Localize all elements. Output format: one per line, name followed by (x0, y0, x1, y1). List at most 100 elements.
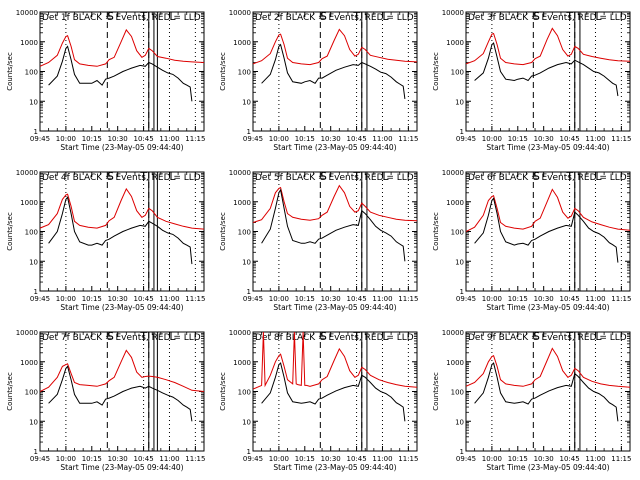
x-tick-label: 11:00 (585, 135, 605, 143)
y-tick-label: 10 (455, 258, 464, 266)
marker-letter: S (533, 170, 540, 183)
x-tick-label: 10:15 (295, 135, 315, 143)
y-tick-label: 10000 (229, 169, 251, 177)
x-axis-label: Start Time (23-May-05 09:44:40) (60, 463, 183, 472)
y-tick-label: 10 (242, 258, 251, 266)
x-tick-label: 09:45 (456, 455, 476, 463)
x-tick-label: 11:15 (185, 455, 205, 463)
x-tick-label: 10:45 (559, 135, 579, 143)
detector-panel: Det 2f BLACK = Events, RED = LLD 1 10 100 10… (219, 9, 418, 152)
marker-letter: L (382, 330, 389, 343)
x-tick-label: 10:45 (133, 135, 153, 143)
x-tick-label: 10:15 (295, 455, 315, 463)
x-tick-label: 11:00 (159, 135, 179, 143)
y-tick-label: 10000 (16, 329, 38, 337)
x-tick-label: 10:15 (295, 295, 315, 303)
x-axis-label: Start Time (23-May-05 09:44:40) (60, 303, 183, 312)
x-tick-label: 10:45 (133, 295, 153, 303)
panel-title: Det 7f BLACK = Events, RED = LLD (42, 333, 201, 343)
y-tick-label: 10000 (229, 329, 251, 337)
x-tick-label: 11:15 (185, 295, 205, 303)
panel-title: Det 6f BLACK = Events, RED = LLD (468, 173, 627, 183)
events-series-line (474, 197, 619, 263)
x-tick-label: 11:00 (159, 455, 179, 463)
detector-panel: Det 8f BLACK = Events, RED = LLD 1 10 100 10… (219, 329, 418, 472)
x-axis-label: Start Time (23-May-05 09:44:40) (273, 143, 396, 152)
y-tick-label: 10 (29, 258, 38, 266)
y-tick-label: 100 (238, 389, 251, 397)
x-tick-label: 10:00 (56, 135, 76, 143)
x-tick-label: 10:30 (534, 455, 554, 463)
x-tick-label: 11:15 (611, 295, 631, 303)
marker-letter: L (169, 170, 176, 183)
x-tick-label: 10:30 (321, 135, 341, 143)
events-series-line (48, 196, 193, 265)
marker-letter: S (533, 10, 540, 23)
y-axis-label: Counts/sec (219, 372, 227, 411)
y-tick-label: 10000 (442, 329, 464, 337)
x-tick-label: 11:15 (611, 135, 631, 143)
lld-series-line (253, 184, 417, 223)
y-tick-label: 10000 (229, 9, 251, 17)
x-tick-label: 09:45 (243, 135, 263, 143)
y-tick-label: 1 (34, 128, 38, 136)
y-tick-label: 10000 (442, 169, 464, 177)
y-tick-label: 10000 (442, 9, 464, 17)
y-tick-label: 100 (25, 69, 38, 77)
marker-letter: T (352, 170, 360, 183)
x-tick-label: 10:30 (108, 295, 128, 303)
panel-title: Det 3f BLACK = Events, RED = LLD (468, 13, 627, 23)
x-tick-label: 11:00 (159, 295, 179, 303)
y-tick-label: 1 (247, 288, 251, 296)
x-tick-label: 10:45 (346, 455, 366, 463)
x-tick-label: 10:15 (508, 295, 528, 303)
y-tick-label: 100 (451, 229, 464, 237)
marker-letter: S (533, 330, 540, 343)
y-tick-label: 10 (242, 98, 251, 106)
y-tick-label: 1 (460, 288, 464, 296)
x-tick-label: 11:15 (611, 455, 631, 463)
marker-letter: L (382, 170, 389, 183)
x-tick-label: 11:00 (372, 455, 392, 463)
x-axis-label: Start Time (23-May-05 09:44:40) (486, 303, 609, 312)
x-tick-label: 10:00 (482, 295, 502, 303)
x-tick-label: 11:15 (398, 135, 418, 143)
y-tick-label: 1000 (233, 39, 251, 47)
y-tick-label: 100 (238, 69, 251, 77)
x-tick-label: 09:45 (30, 295, 50, 303)
x-tick-label: 09:45 (456, 295, 476, 303)
x-tick-label: 10:15 (82, 135, 102, 143)
y-tick-label: 10 (455, 418, 464, 426)
y-axis-label: Counts/sec (6, 372, 14, 411)
marker-letter: T (565, 10, 573, 23)
x-tick-label: 10:30 (534, 295, 554, 303)
x-tick-label: 10:15 (82, 295, 102, 303)
y-tick-label: 100 (25, 229, 38, 237)
events-series-line (474, 362, 619, 422)
x-tick-label: 10:45 (559, 295, 579, 303)
y-tick-label: 1 (460, 128, 464, 136)
y-axis-label: Counts/sec (6, 212, 14, 251)
x-tick-label: 11:15 (185, 135, 205, 143)
x-tick-label: 10:45 (559, 455, 579, 463)
x-tick-label: 10:45 (346, 295, 366, 303)
marker-letter: L (595, 10, 602, 23)
x-tick-label: 11:00 (585, 295, 605, 303)
detector-panel: Det 4f BLACK = Events, RED = LLD 1 10 100 10… (6, 169, 205, 312)
y-tick-label: 100 (25, 389, 38, 397)
x-tick-label: 10:15 (508, 455, 528, 463)
y-tick-label: 10 (242, 418, 251, 426)
lld-series-line (253, 28, 417, 66)
events-series-line (261, 43, 406, 99)
lld-series-line (466, 347, 630, 388)
y-tick-label: 1000 (20, 39, 38, 47)
lld-series-line (40, 349, 204, 392)
events-series-line (474, 42, 619, 97)
y-tick-label: 1 (34, 448, 38, 456)
marker-letter: T (352, 10, 360, 23)
marker-letter: S (107, 330, 114, 343)
detector-panel: Det 9f BLACK = Events, RED = LLD 1 10 100 10… (432, 329, 631, 472)
lld-series-line (40, 187, 204, 230)
x-tick-label: 10:30 (108, 135, 128, 143)
x-axis-label: Start Time (23-May-05 09:44:40) (486, 463, 609, 472)
